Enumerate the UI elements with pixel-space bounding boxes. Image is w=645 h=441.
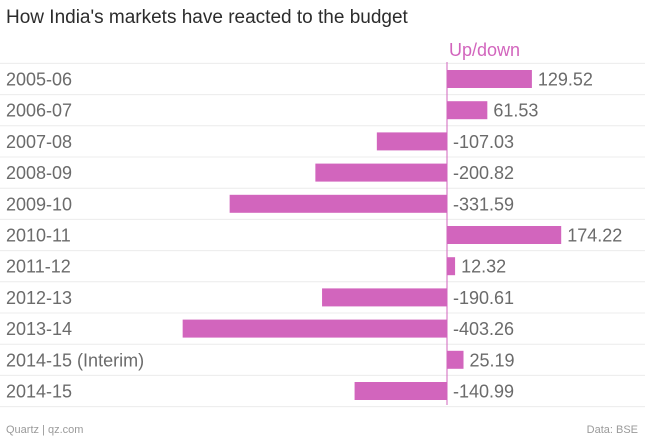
source-credit: Quartz | qz.com <box>6 424 84 436</box>
bar <box>447 350 464 369</box>
category-label: 2013-14 <box>6 319 72 339</box>
category-label: 2008-09 <box>6 163 72 183</box>
value-label: 12.32 <box>461 257 506 277</box>
category-label: 2012-13 <box>6 288 72 308</box>
value-label: 61.53 <box>493 101 538 121</box>
bar <box>322 288 447 307</box>
value-label: -403.26 <box>453 319 514 339</box>
category-label: 2005-06 <box>6 70 72 90</box>
bar <box>447 226 562 244</box>
bar <box>447 101 488 120</box>
category-label: 2014-15 <box>6 382 72 402</box>
category-label: 2010-11 <box>6 226 71 246</box>
bar <box>376 132 447 151</box>
bar <box>229 194 447 213</box>
category-label: 2009-10 <box>6 194 72 214</box>
bar <box>447 70 532 88</box>
bar <box>447 257 456 276</box>
bar <box>315 163 447 182</box>
value-label: -190.61 <box>453 288 514 308</box>
category-label: 2006-07 <box>6 101 72 121</box>
data-source: Data: BSE <box>586 424 638 436</box>
category-label: 2011-12 <box>6 257 71 277</box>
series-label: Up/down <box>449 40 520 60</box>
value-label: -107.03 <box>453 132 514 152</box>
bar <box>354 382 447 400</box>
chart-title: How India's markets have reacted to the … <box>6 7 408 28</box>
value-label: 25.19 <box>470 350 515 370</box>
value-label: 174.22 <box>567 226 622 246</box>
value-label: 129.52 <box>538 70 593 90</box>
category-label: 2014-15 (Interim) <box>6 350 144 370</box>
value-label: -200.82 <box>453 163 514 183</box>
bar <box>182 319 447 338</box>
category-label: 2007-08 <box>6 132 72 152</box>
value-label: -140.99 <box>453 382 514 402</box>
value-label: -331.59 <box>453 194 514 214</box>
